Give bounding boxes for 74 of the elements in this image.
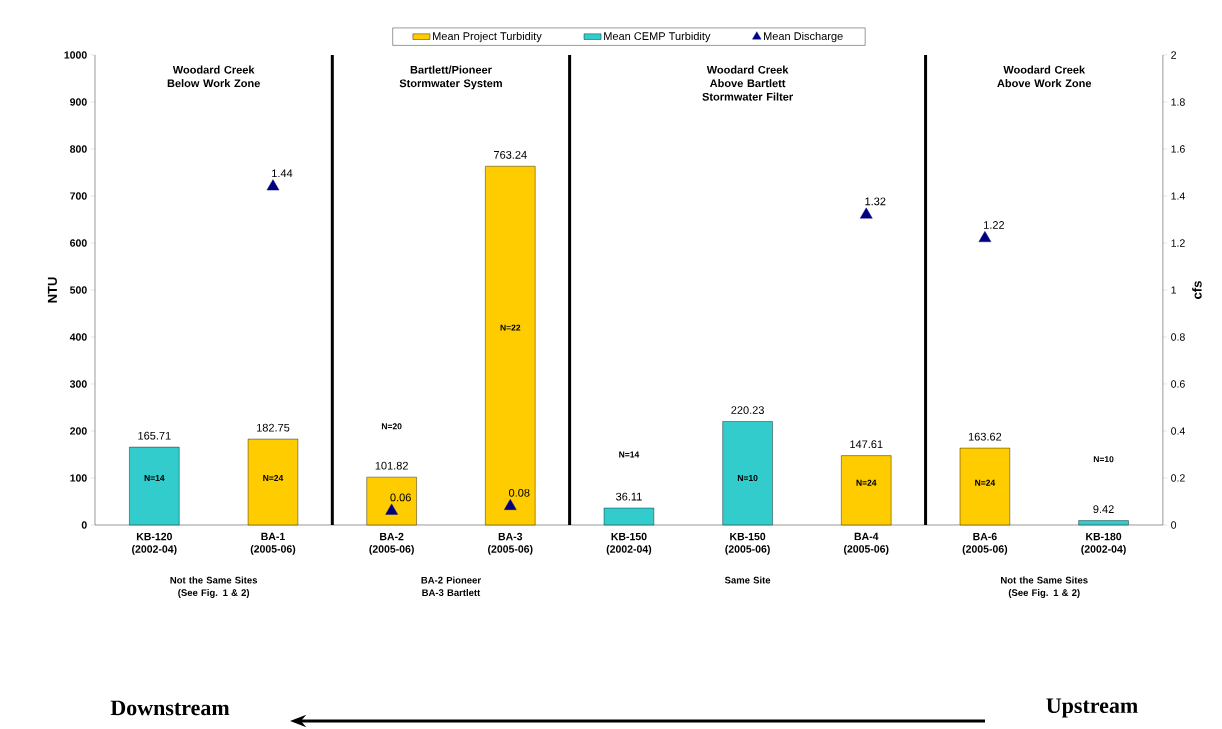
data-label: 165.71 [138,431,171,440]
y2-tick-label: 0.8 [1171,333,1185,341]
annotation: N=14 [619,451,640,458]
annotation: N=24 [856,479,877,486]
y2-tick-label: 0 [1171,521,1177,529]
annotation: N=20 [381,423,402,430]
y-tick-label: 200 [70,427,87,435]
y-tick-label: 1000 [64,51,87,59]
data-label: 101.82 [375,461,408,470]
x-tick-label: BA-6 (2005-06) [962,532,1008,555]
y2-tick-label: 1.2 [1171,239,1185,247]
x-tick-label: BA-4 (2005-06) [844,532,889,555]
legend-label: Mean Project Turbidity [433,31,542,43]
y2-tick-label: 2 [1171,51,1176,59]
data-label: 147.61 [850,440,883,449]
point [859,207,873,219]
y-tick-label: 100 [70,474,87,482]
point [504,499,517,510]
text: Same Site [724,576,771,584]
y-tick-label: 500 [70,286,87,294]
annotation: N=22 [500,324,521,331]
data-label: 220.23 [731,406,764,414]
y-tick-label: 800 [70,145,87,153]
data-label: 1.22 [984,221,1005,229]
y2-tick-label: 1.6 [1171,145,1185,153]
x-tick-label: BA-2 (2005-06) [369,532,414,555]
annotation: N=14 [144,475,165,481]
x-tick-label: KB-150 (2002-04) [606,532,652,555]
data-label: 163.62 [968,432,1002,441]
x-tick-label: KB-180 (2002-04) [1081,532,1126,555]
x-tick-label: KB-150 (2005-06) [725,532,770,555]
y2-axis-title: cfs [1192,281,1202,299]
data-label: 182.75 [256,423,290,432]
point [266,179,280,191]
y2-tick-label: 0.2 [1171,474,1185,482]
y2-tick-label: 1 [1171,286,1177,294]
y-tick-label: 300 [69,380,87,388]
y2-tick-label: 0.6 [1171,380,1185,388]
annotation: N=10 [737,475,758,481]
legend-label: Mean CEMP Turbidity [604,31,711,43]
annotation: Woodard Creek Below Work Zone [167,65,260,88]
data-label: 9.42 [1093,505,1114,514]
legend-label: Mean Discharge [764,31,843,43]
y2-tick-label: 1.4 [1171,192,1185,200]
annotation: Bartlett/Pioneer Stormwater System [399,65,502,90]
text: Not the Same Sites (See Fig. 1 & 2) [170,576,258,598]
y-tick-label: 400 [69,333,87,341]
x-tick-label: BA-3 (2005-06) [488,532,533,555]
x-tick-label: KB-120 (2002-04) [132,532,177,555]
y2-tick-label: 0.4 [1171,427,1185,435]
text: Downstream [110,700,230,716]
point [978,231,992,242]
annotation: N=24 [975,479,996,486]
annotation: Woodard Creek Above Bartlett Stormwater Filter [702,65,793,101]
y-tick-label: 700 [70,192,87,200]
data-label: 763.24 [494,150,527,159]
y-tick-label: 600 [70,239,87,247]
data-label: 36.11 [616,492,642,501]
point [385,503,398,515]
y-axis-title: NTU [47,277,57,303]
annotation: Woodard Creek Above Work Zone [997,65,1092,88]
text: Not the Same Sites (See Fig. 1 & 2) [1001,576,1088,598]
text: BA-2 Pioneer BA-3 Bartlett [421,576,481,597]
data-label: 0.06 [390,493,411,502]
annotation: N=24 [263,475,284,481]
y-tick-label: 900 [70,98,87,106]
x-tick-label: BA-1 (2005-06) [250,532,296,555]
y-tick-label: 0 [81,521,87,529]
y2-tick-label: 1.8 [1171,98,1185,106]
annotation: N=10 [1093,456,1114,463]
data-label: 0.08 [509,488,530,497]
text: Upstream [1046,698,1138,718]
data-label: 1.32 [865,197,886,206]
data-label: 1.44 [272,169,293,178]
